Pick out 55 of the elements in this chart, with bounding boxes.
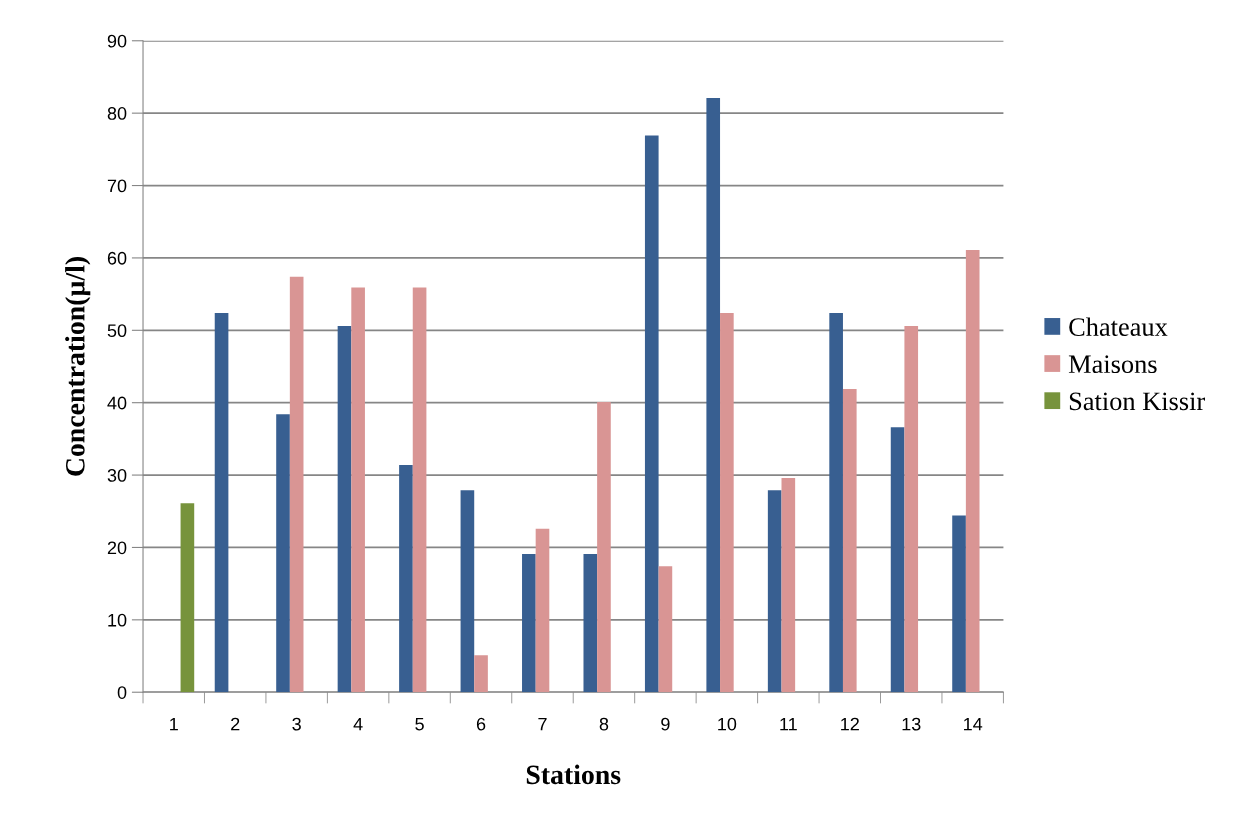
bar	[720, 312, 734, 693]
bar	[180, 503, 195, 693]
bar	[474, 655, 488, 693]
bar	[289, 276, 304, 693]
y-tick-label: 90	[107, 34, 127, 48]
y-tick-label: 70	[107, 179, 127, 193]
x-tick-label: 7	[538, 717, 547, 731]
y-axis-title: Concentration(µ/l)	[65, 257, 91, 476]
x-tick-label: 12	[841, 717, 859, 731]
bar	[351, 287, 365, 693]
bar	[337, 325, 352, 693]
bar	[644, 135, 659, 693]
bar	[829, 312, 843, 693]
bar	[460, 490, 475, 693]
y-tick-label: 50	[107, 324, 127, 338]
bar	[767, 490, 782, 693]
bar	[965, 249, 980, 693]
y-tick-label: 60	[107, 251, 127, 265]
bar	[781, 477, 796, 693]
legend-label: Maisons	[1068, 355, 1157, 374]
y-tick-label: 20	[107, 541, 127, 555]
bar	[583, 553, 598, 693]
y-tick-label: 10	[108, 613, 127, 627]
bar	[904, 325, 919, 693]
bar	[276, 414, 290, 693]
x-tick-label: 3	[292, 717, 301, 731]
bar	[214, 312, 229, 693]
x-tick-label: 11	[780, 717, 797, 731]
legend-label: Sation Kissir	[1069, 392, 1205, 411]
y-tick-label: 40	[107, 396, 127, 410]
bar	[535, 528, 550, 693]
y-tick-label: 30	[107, 469, 127, 482]
y-tick-label: 0	[117, 686, 127, 699]
bar	[597, 401, 611, 693]
x-tick-label: 4	[353, 717, 363, 731]
bar	[522, 553, 536, 693]
bar	[706, 97, 721, 693]
bar	[952, 515, 966, 693]
legend-label: Chateaux	[1069, 317, 1168, 336]
x-tick-label: 5	[415, 717, 424, 731]
x-tick-label: 2	[231, 717, 240, 731]
x-tick-label: 13	[902, 717, 921, 731]
bar	[412, 287, 427, 693]
x-tick-label: 1	[170, 717, 178, 731]
x-axis-title: Stations	[526, 764, 621, 785]
bar	[658, 566, 673, 693]
y-tick-label: 80	[107, 107, 127, 120]
x-tick-label: 9	[661, 717, 670, 731]
x-tick-label: 8	[599, 717, 609, 731]
x-tick-label: 6	[476, 717, 486, 731]
x-tick-label: 14	[964, 717, 983, 731]
bar	[399, 464, 413, 693]
bar	[842, 388, 857, 693]
x-tick-label: 10	[718, 717, 737, 731]
bar	[890, 427, 905, 693]
